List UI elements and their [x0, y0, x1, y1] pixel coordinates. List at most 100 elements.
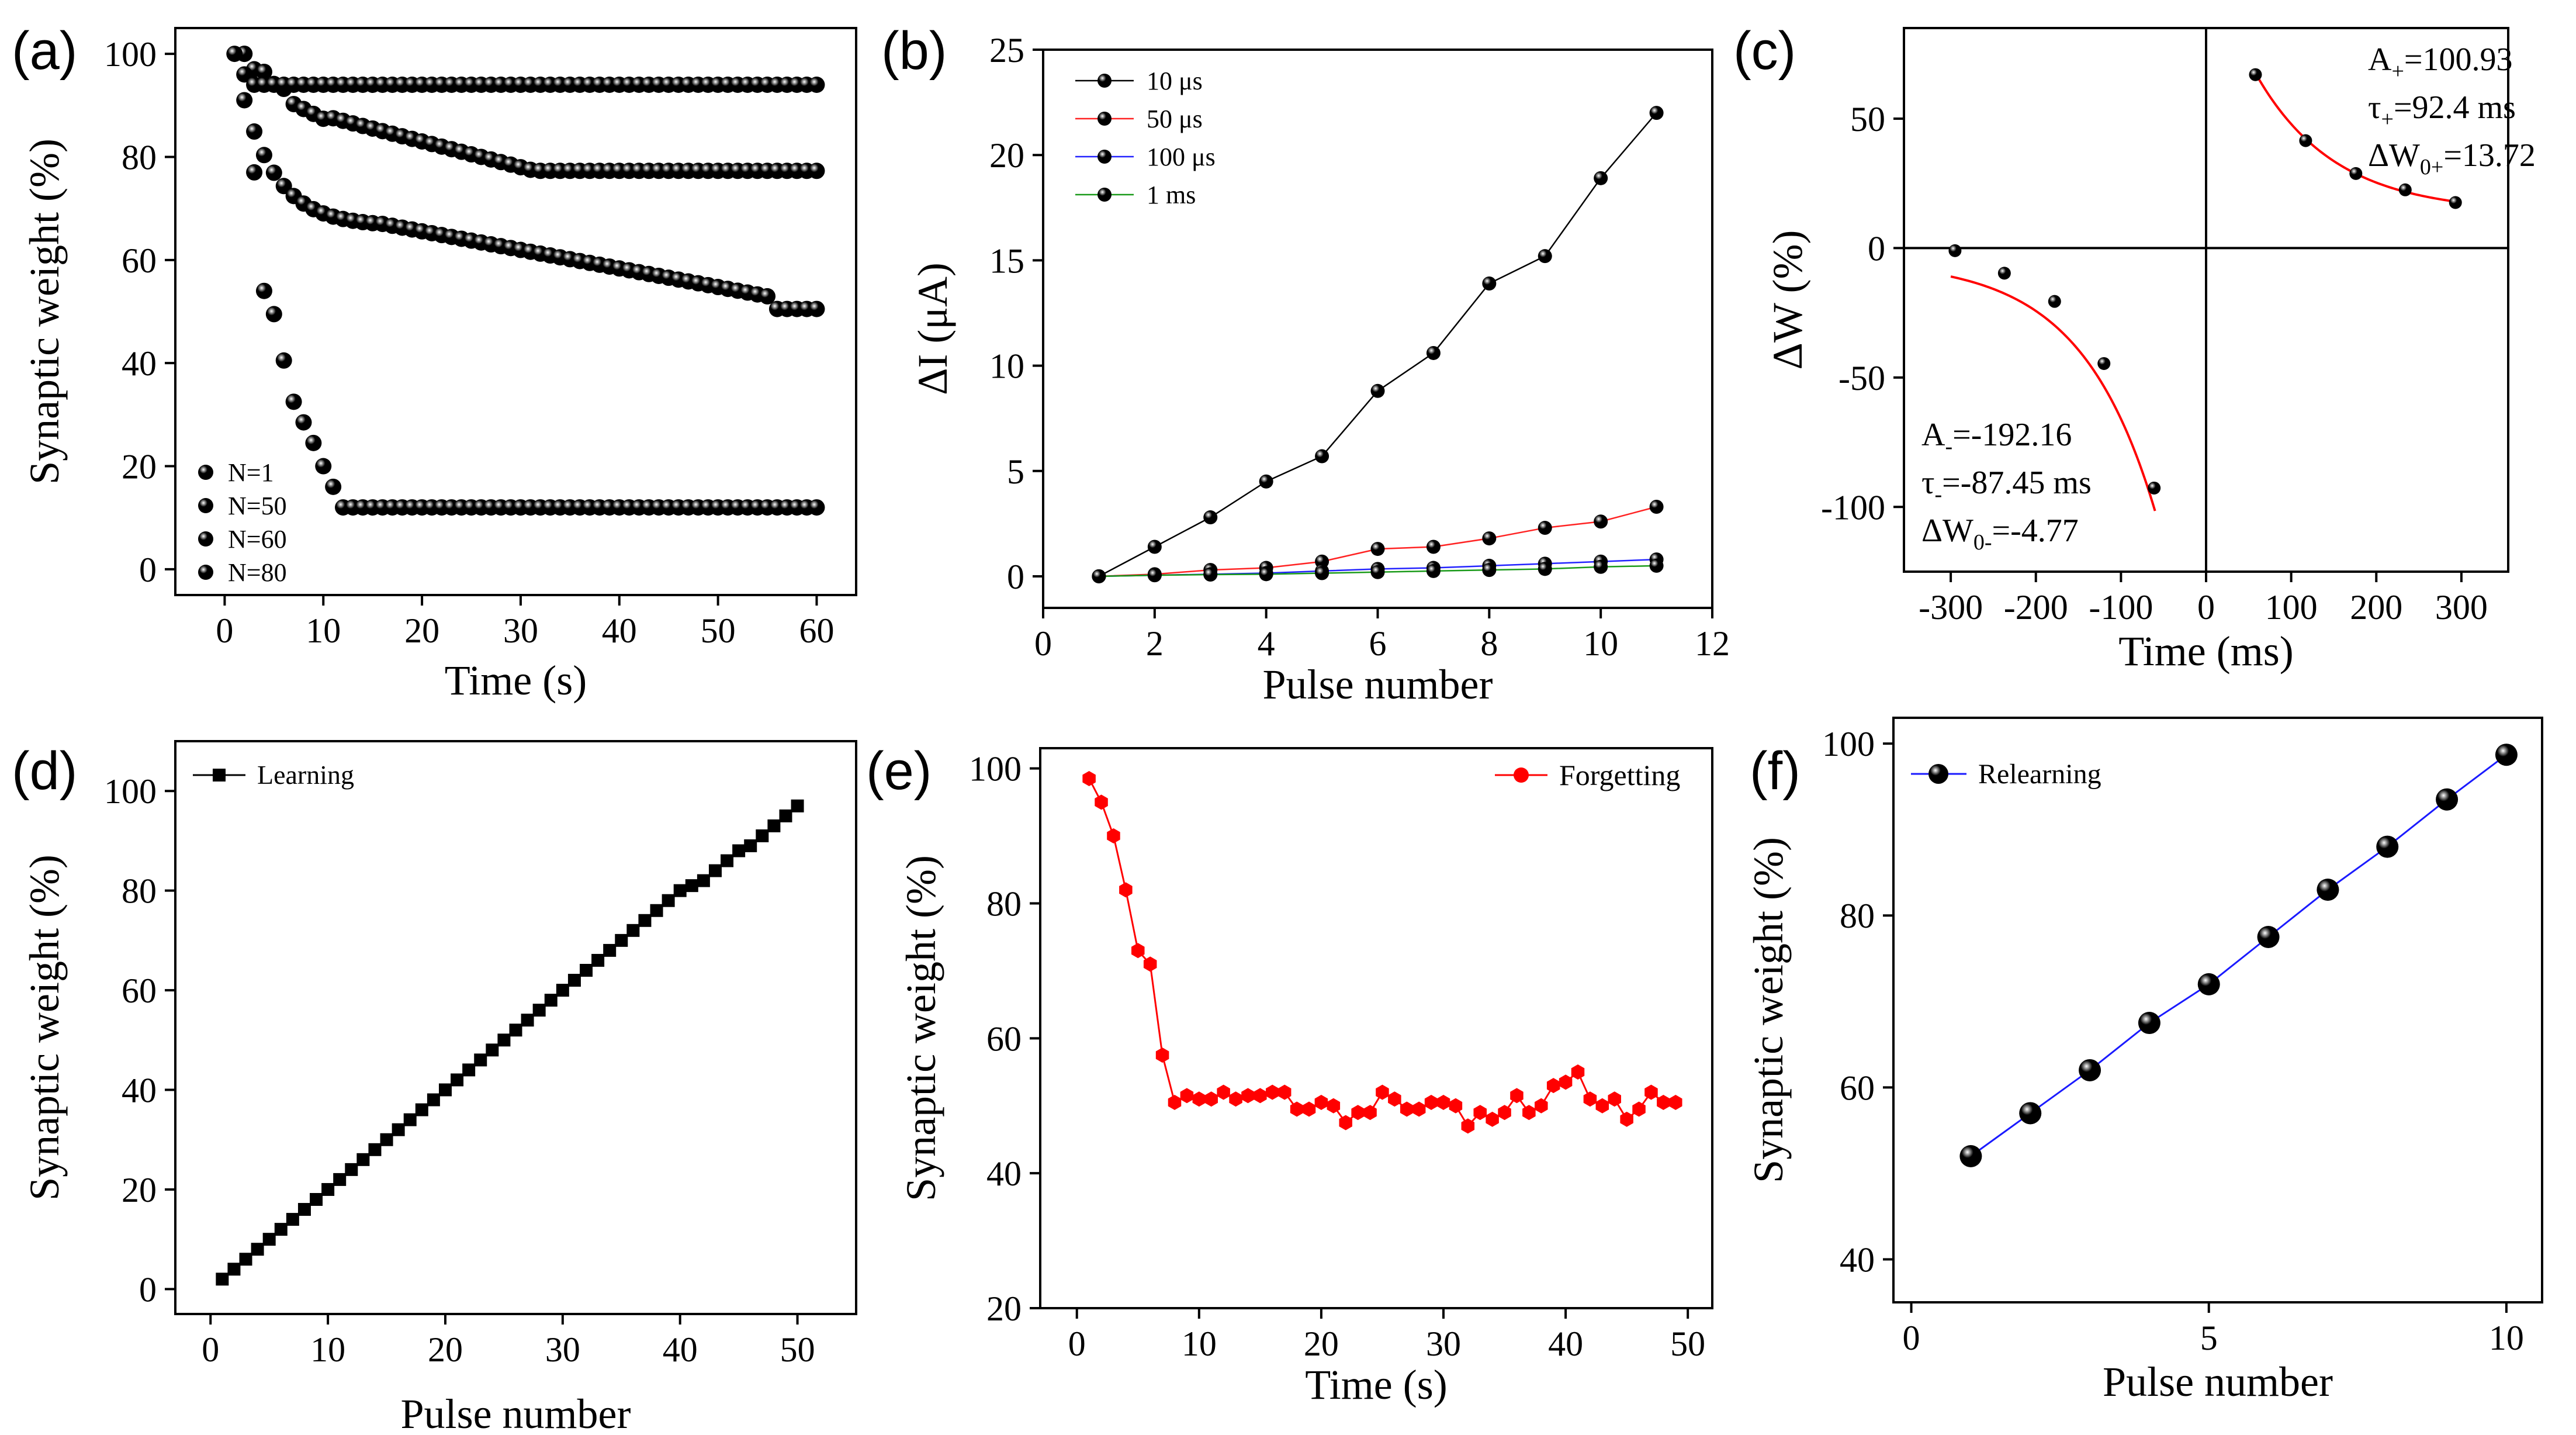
- series-0-point: [1107, 828, 1120, 844]
- series-0-point: [427, 1093, 440, 1106]
- series-0-point: [1290, 1101, 1304, 1117]
- series-0-point: [580, 964, 593, 977]
- x-axis-label: Pulse number: [1263, 661, 1493, 708]
- series-0-point: [1482, 276, 1497, 291]
- series-0-point: [744, 839, 757, 852]
- series-0-point: [1486, 1111, 1499, 1127]
- series-2-point: [808, 162, 825, 179]
- series-0-point: [1277, 1084, 1292, 1100]
- x-tick-label: 20: [1304, 1325, 1339, 1363]
- series-1-point: [1370, 542, 1385, 556]
- y-tick-label: 100: [104, 772, 157, 811]
- series-0-point: [451, 1073, 464, 1087]
- series-0-point: [1571, 1064, 1585, 1080]
- series-3-point: [1649, 558, 1664, 573]
- series-0-point: [2436, 788, 2459, 811]
- legend-label: Forgetting: [1559, 759, 1680, 791]
- legend-marker: [1514, 767, 1529, 783]
- series-1-point: [265, 164, 282, 181]
- series-0-point: [305, 434, 322, 451]
- series-0-point: [1147, 540, 1162, 554]
- series-3-point: [1203, 568, 1218, 582]
- series-0-point: [216, 1273, 229, 1286]
- x-tick-label: 30: [503, 611, 538, 650]
- annotation-line: A-=-192.16: [1921, 417, 2072, 459]
- series-0-point: [1168, 1094, 1182, 1110]
- series-0-point: [2148, 481, 2161, 495]
- series-1-point: [275, 178, 292, 195]
- series-0-point: [1259, 474, 1273, 489]
- legend-label: N=1: [228, 458, 274, 487]
- legend-marker: [1097, 188, 1112, 202]
- x-tick-label: 20: [404, 611, 439, 650]
- x-tick-label: 30: [1426, 1325, 1461, 1363]
- x-tick-label: 4: [1258, 624, 1275, 663]
- series-3-point: [808, 77, 825, 93]
- legend-label: 50 μs: [1147, 105, 1203, 133]
- y-tick-label: 80: [122, 138, 157, 177]
- series-0-point: [265, 306, 282, 323]
- series-0-point: [2317, 879, 2339, 901]
- plot-frame: [174, 27, 857, 596]
- x-tick-label: 2: [1146, 624, 1164, 663]
- series-1-point: [1538, 521, 1552, 535]
- legend-label: Learning: [257, 760, 354, 790]
- panel-a: 0 10 20 30 40 50 60 0 20 40 60 80 100 Time (s) Synapti…: [21, 27, 857, 704]
- x-tick-label: 0: [1903, 1319, 1920, 1357]
- series-0-point: [1669, 1094, 1682, 1110]
- series-3-point: [1370, 565, 1385, 579]
- series-0-point: [1538, 249, 1552, 264]
- x-axis-label: Pulse number: [2103, 1358, 2333, 1405]
- series-0-point: [1583, 1091, 1597, 1107]
- annotation-line: ΔW0-=-4.77: [1921, 513, 2079, 555]
- series-0-point: [227, 1263, 241, 1276]
- series-3-point: [226, 46, 243, 63]
- series-0-point: [756, 829, 769, 842]
- x-axis-label: Time (s): [1305, 1361, 1447, 1408]
- series-0-point: [650, 904, 663, 917]
- series-0-point: [1370, 383, 1385, 398]
- series-0-point: [1426, 345, 1441, 360]
- series-0-point: [1644, 1084, 1658, 1100]
- y-tick-label: 60: [122, 971, 157, 1010]
- x-tick-label: 50: [1670, 1325, 1705, 1363]
- series-0-point: [251, 1243, 264, 1256]
- y-tick-label: 5: [1007, 452, 1024, 491]
- fit-annotation: A-=-192.16 τ-=-87.45 ms ΔW0-=-4.77: [1921, 417, 2092, 555]
- y-tick-label: 0: [139, 551, 157, 589]
- x-tick-label: 20: [428, 1330, 463, 1369]
- panel-e-letter: (e): [866, 741, 932, 801]
- series-1-point: [246, 123, 263, 140]
- series-0-point: [262, 1233, 276, 1246]
- series-3-point: [1259, 567, 1273, 582]
- series-3-point: [236, 66, 253, 83]
- series-0-point: [697, 874, 710, 887]
- x-tick-label: 30: [545, 1330, 580, 1369]
- y-tick-label: 60: [122, 241, 157, 280]
- series-0-point: [615, 933, 628, 947]
- series-0-point: [1522, 1105, 1536, 1121]
- series-3-point: [1147, 568, 1162, 583]
- series-0-point: [274, 1223, 288, 1236]
- series-0-point: [462, 1063, 476, 1077]
- series-1-point: [1426, 540, 1441, 554]
- series-3-point: [1426, 563, 1441, 578]
- series-0-point: [2257, 926, 2280, 948]
- series-0-point: [486, 1043, 499, 1057]
- plot-frame: [1892, 717, 2543, 1303]
- series-1-point: [1649, 500, 1664, 514]
- series-1-point: [2249, 68, 2262, 81]
- series-0-point: [1649, 106, 1664, 120]
- x-axis-label: Pulse number: [401, 1391, 631, 1435]
- series-0-point: [1143, 956, 1157, 972]
- x-tick-label: 8: [1480, 624, 1498, 663]
- series-0-point: [1412, 1101, 1426, 1117]
- series-0-point: [567, 974, 581, 987]
- series-0-point: [673, 884, 687, 897]
- series-0-point: [1632, 1101, 1646, 1117]
- series-0-point: [1449, 1098, 1463, 1114]
- y-axis-label: ΔI (μA): [909, 262, 956, 395]
- series-0-point: [246, 164, 263, 181]
- series-0-point: [1315, 449, 1329, 464]
- series-0-point: [1254, 1088, 1267, 1104]
